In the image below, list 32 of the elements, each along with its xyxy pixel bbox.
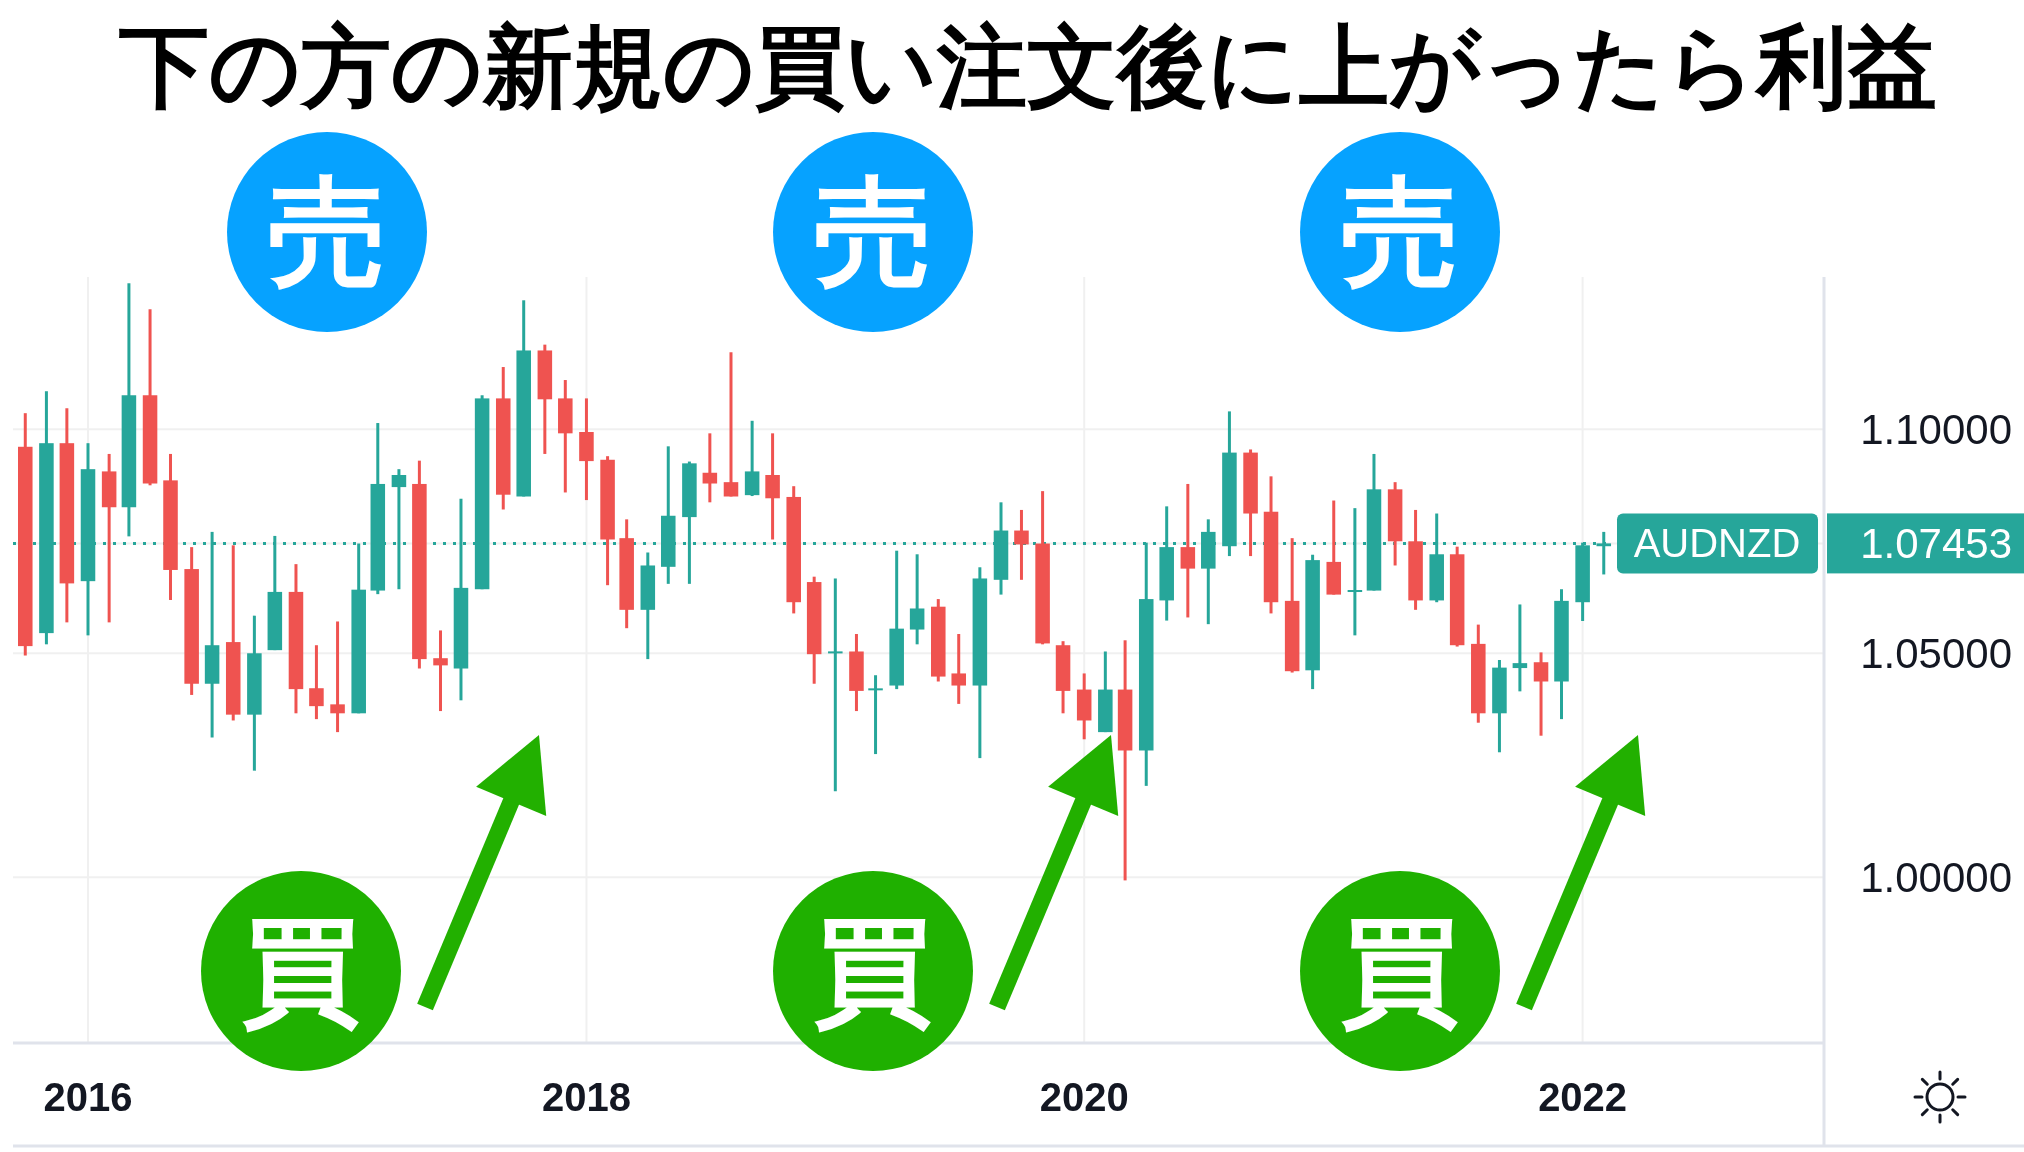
annotation: 売 xyxy=(1341,163,1459,301)
x-tick-label: 2018 xyxy=(541,1075,631,1119)
candlestick xyxy=(744,419,760,498)
candlestick xyxy=(765,433,780,540)
candlestick xyxy=(1347,508,1363,636)
y-tick-label: 1.10000 xyxy=(1860,405,2012,453)
x-tick-label: 2022 xyxy=(1538,1075,1628,1119)
annotation: 買 xyxy=(242,902,360,1040)
x-tick-label: 2016 xyxy=(43,1075,133,1119)
y-tick-label: 1.07453 xyxy=(1860,519,2012,567)
annotation: 買 xyxy=(814,902,932,1040)
annotation: 売 xyxy=(814,163,932,301)
candlestick xyxy=(309,645,324,721)
candlestick xyxy=(1014,508,1029,580)
chart-title: 下の方の新規の買い注文後に上がったら利益 xyxy=(118,13,1937,119)
candlestick xyxy=(909,554,925,645)
candlestick xyxy=(1533,652,1549,736)
candlestick xyxy=(330,621,345,734)
candlestick xyxy=(868,675,883,756)
candlestick xyxy=(433,630,448,713)
candlestick xyxy=(828,578,843,792)
annotation: 売 xyxy=(268,163,386,301)
candlestick xyxy=(1180,482,1196,618)
candlestick xyxy=(1512,604,1528,692)
x-tick-label: 2020 xyxy=(1039,1075,1129,1119)
y-tick-label: 1.05000 xyxy=(1860,629,2012,677)
candlestick xyxy=(702,433,718,503)
annotation: 買 xyxy=(1341,902,1459,1040)
y-tick-label: 1.00000 xyxy=(1860,853,2012,901)
candlestick xyxy=(723,352,739,497)
candlestick xyxy=(951,634,966,704)
ref-line-label: AUDNZD xyxy=(1633,521,1801,566)
